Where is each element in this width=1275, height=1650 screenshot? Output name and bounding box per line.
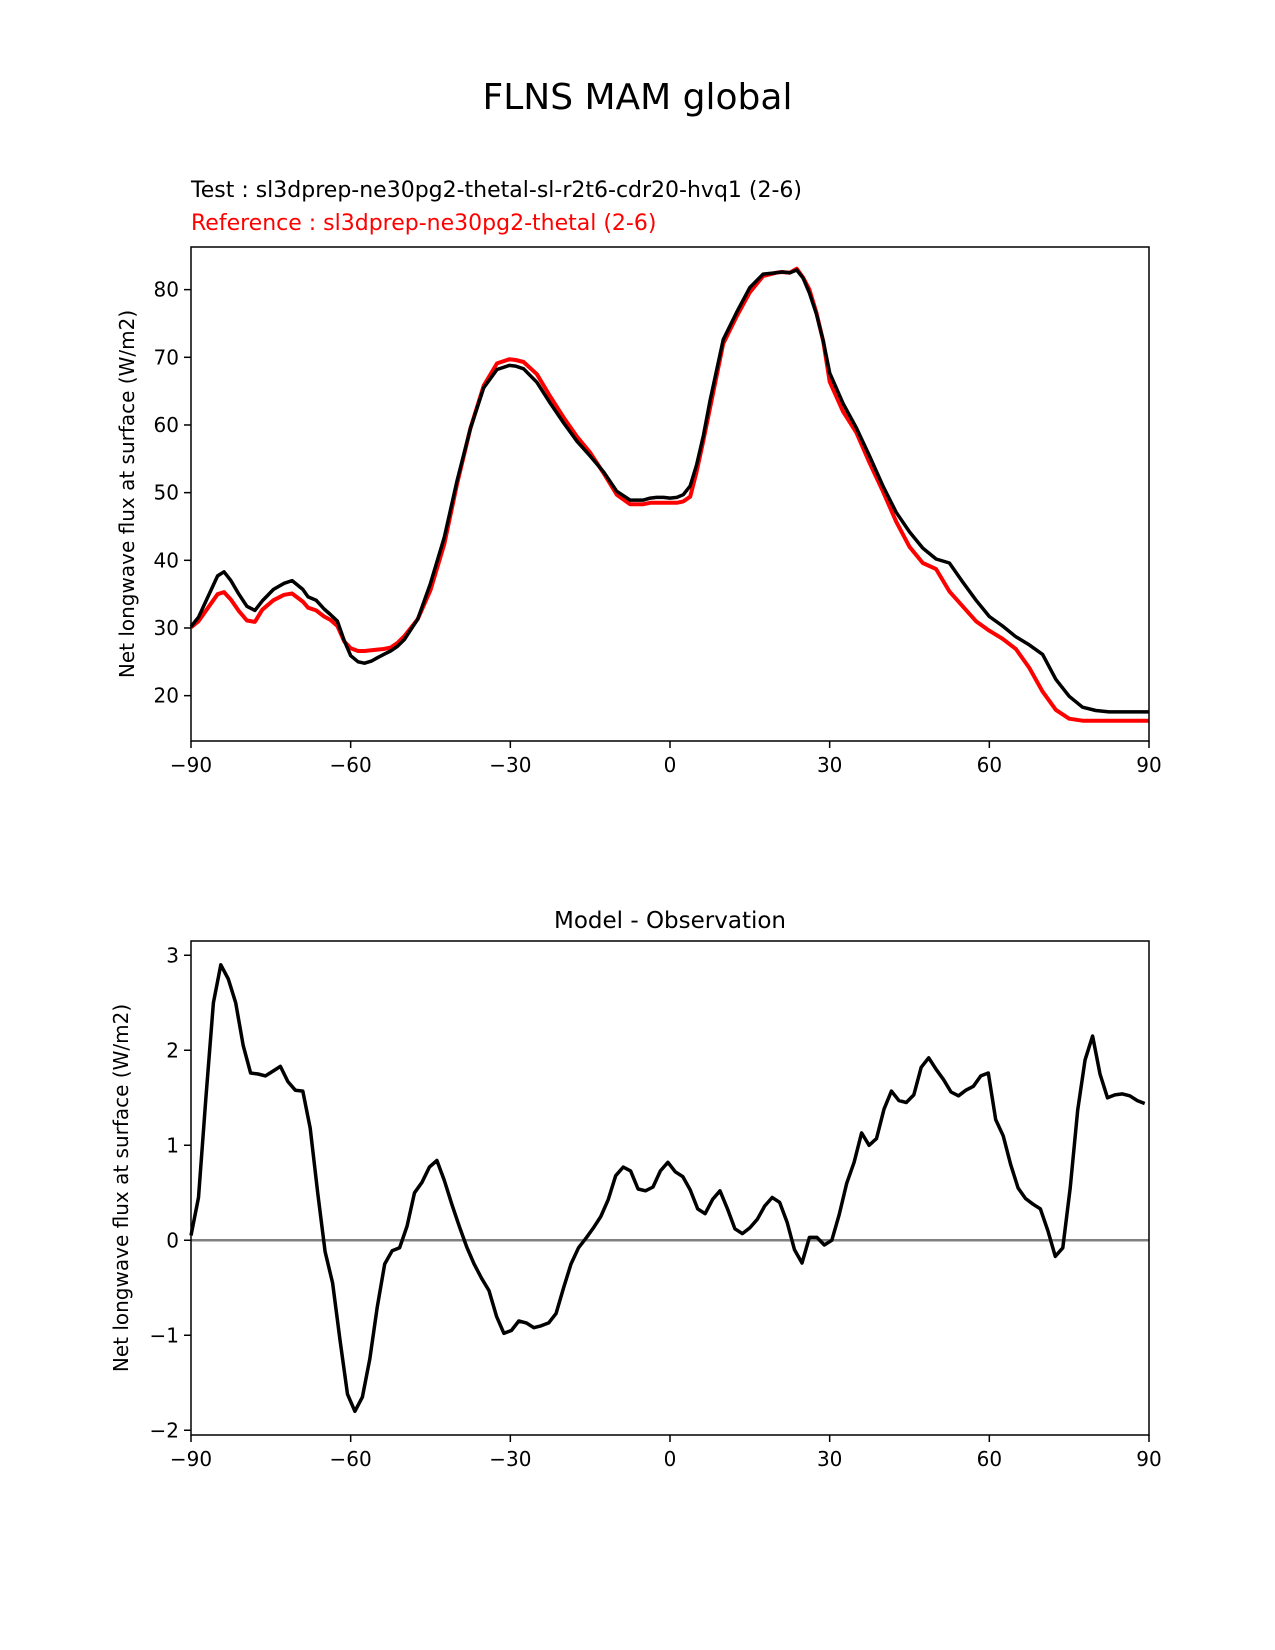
y-tick: 2 — [166, 1038, 191, 1062]
panel-2-x-axis: −90 −60 −30 0 30 60 90 — [170, 1435, 1162, 1471]
x-tick-label: 30 — [817, 753, 842, 777]
y-tick-label: −1 — [150, 1323, 179, 1347]
x-tick: −60 — [330, 1435, 372, 1471]
panel-1-series — [189, 266, 1149, 723]
x-tick-label: −60 — [330, 1447, 372, 1471]
x-tick: 90 — [1136, 741, 1162, 777]
x-tick: 0 — [664, 1435, 677, 1471]
y-tick: 50 — [154, 481, 191, 505]
panel-1-x-axis: −90 −60 −30 0 30 60 90 — [170, 741, 1162, 777]
x-tick-label: 90 — [1136, 1447, 1161, 1471]
y-tick: 20 — [154, 684, 191, 708]
y-tick: 3 — [166, 943, 191, 967]
panel-2-y-axis: −2 −1 0 1 2 3 — [150, 943, 191, 1442]
y-tick-label: 1 — [166, 1133, 179, 1157]
panel-2: Model - Observation −2 −1 0 1 2 3 −90 −6… — [109, 908, 1162, 1471]
y-tick: 60 — [154, 413, 191, 437]
y-tick: 0 — [166, 1228, 191, 1252]
difference-line — [189, 963, 1146, 1414]
x-tick: −30 — [489, 741, 531, 777]
x-tick: 60 — [977, 1435, 1002, 1471]
x-tick: 0 — [664, 741, 677, 777]
y-tick-label: 80 — [154, 278, 179, 302]
y-tick: −2 — [150, 1418, 191, 1442]
series-test-line — [189, 268, 1149, 714]
x-tick: −30 — [489, 1435, 531, 1471]
x-tick: −90 — [170, 741, 212, 777]
x-tick: 90 — [1136, 1435, 1162, 1471]
legend-reference-label: Reference : sl3dprep-ne30pg2-thetal (2-6… — [191, 211, 656, 236]
x-tick: −90 — [170, 1435, 212, 1471]
panel-2-title: Model - Observation — [554, 908, 786, 934]
y-tick-label: 3 — [166, 943, 179, 967]
x-tick: 60 — [977, 741, 1002, 777]
x-tick-label: 0 — [664, 753, 677, 777]
y-tick-label: 20 — [154, 684, 179, 708]
legend-test-label: Test : sl3dprep-ne30pg2-thetal-sl-r2t6-c… — [190, 178, 802, 203]
x-tick-label: 60 — [977, 1447, 1002, 1471]
x-tick-label: −90 — [170, 753, 212, 777]
y-tick-label: 40 — [154, 548, 179, 572]
x-tick-label: 0 — [664, 1447, 677, 1471]
y-tick: 1 — [166, 1133, 191, 1157]
x-tick: −60 — [330, 741, 372, 777]
x-tick-label: 90 — [1136, 753, 1161, 777]
y-tick: 30 — [154, 616, 191, 640]
panel-1-y-axis-label: Net longwave flux at surface (W/m2) — [115, 310, 139, 678]
y-tick-label: 50 — [154, 481, 179, 505]
panel-1-y-axis: 20 30 40 50 60 70 80 — [154, 278, 191, 708]
x-tick: 30 — [817, 741, 842, 777]
x-tick-label: 60 — [977, 753, 1002, 777]
panel-2-y-axis-label: Net longwave flux at surface (W/m2) — [109, 1004, 133, 1372]
x-tick-label: 30 — [817, 1447, 842, 1471]
panel-1: Test : sl3dprep-ne30pg2-thetal-sl-r2t6-c… — [115, 178, 1162, 777]
y-tick: 40 — [154, 548, 191, 572]
x-tick-label: −30 — [489, 753, 531, 777]
x-tick-label: −60 — [330, 753, 372, 777]
y-tick-label: 0 — [166, 1228, 179, 1252]
y-tick-label: 60 — [154, 413, 179, 437]
x-tick: 30 — [817, 1435, 842, 1471]
y-tick-label: 70 — [154, 345, 179, 369]
series-reference-line — [189, 266, 1149, 723]
y-tick: −1 — [150, 1323, 191, 1347]
y-tick-label: −2 — [150, 1418, 179, 1442]
x-tick-label: −30 — [489, 1447, 531, 1471]
y-tick-label: 2 — [166, 1038, 179, 1062]
y-tick: 80 — [154, 278, 191, 302]
x-tick-label: −90 — [170, 1447, 212, 1471]
figure-title: FLNS MAM global — [483, 77, 793, 118]
y-tick: 70 — [154, 345, 191, 369]
y-tick-label: 30 — [154, 616, 179, 640]
